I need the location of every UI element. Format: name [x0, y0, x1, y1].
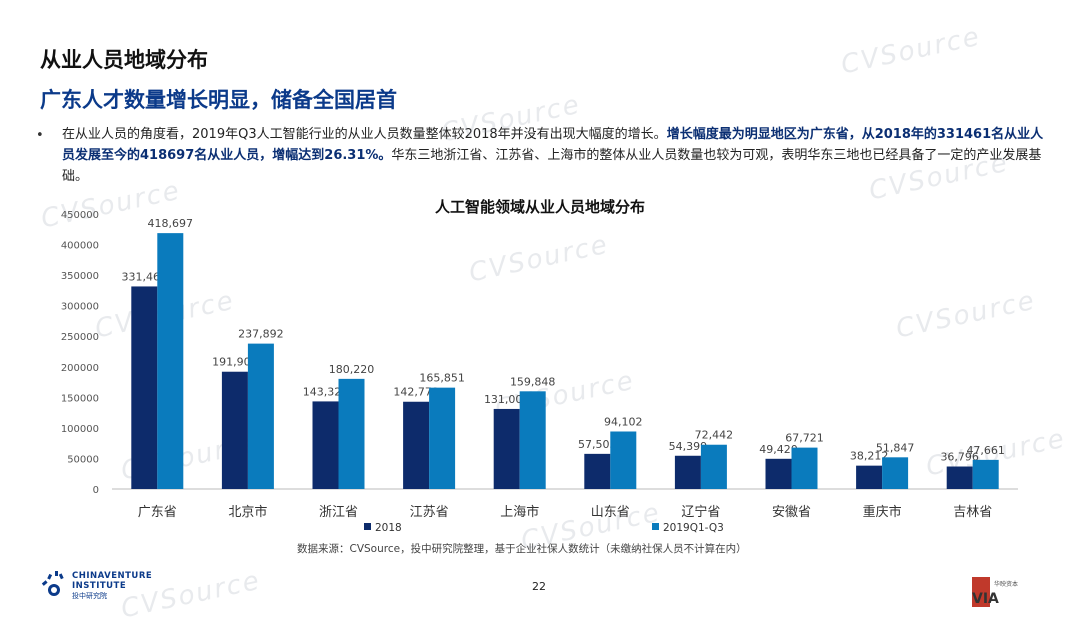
chinaventure-logo: CHINAVENTURE INSTITUTE 投中研究院: [40, 570, 200, 600]
bar: [882, 457, 909, 489]
x-tick-label: 重庆市: [863, 504, 902, 520]
summary-highlight: 增长幅度最为明显地区为广东省，从2018年的331461名从业人员发展至今的41…: [62, 127, 1044, 163]
bar-chart: 0 50000 100000 150000 200000 250000 300000 3500…: [61, 210, 1018, 534]
bar: [338, 378, 365, 489]
x-tick-label: 上海市: [500, 504, 539, 520]
y-tick-label: 150000: [61, 393, 99, 404]
data-label: 36,796: [940, 451, 979, 464]
bar: [765, 458, 792, 489]
legend-swatch: [652, 523, 659, 530]
data-label: 418,697: [148, 217, 194, 230]
summary-paragraph: 在从业人员的角度看，2019年Q3人工智能行业的从业人员数量整体较2018年并没…: [62, 124, 1047, 187]
data-label: 57,503: [578, 438, 617, 451]
via-red-block: [972, 577, 990, 607]
chinaventure-logo-icon: [41, 571, 64, 596]
bar: [610, 431, 637, 489]
data-label: 94,102: [604, 415, 643, 428]
bar: [674, 455, 701, 489]
bar: [247, 343, 274, 489]
y-tick-label: 0: [93, 485, 99, 496]
data-label: 51,847: [876, 441, 915, 454]
logo-text-line1: CHINAVENTURE: [72, 571, 153, 581]
data-label: 67,721: [785, 432, 824, 445]
y-tick-label: 50000: [67, 454, 99, 465]
bar: [493, 408, 520, 489]
data-label: 165,851: [419, 372, 465, 385]
bar: [131, 286, 158, 489]
data-label: 38,212: [850, 450, 889, 463]
bar: [972, 459, 999, 489]
data-label: 47,661: [966, 444, 1005, 457]
logo-text-line2: INSTITUTE: [72, 581, 127, 591]
x-tick-label: 北京市: [228, 504, 267, 520]
legend-label: 2019Q1-Q3: [663, 522, 724, 534]
data-label: 72,442: [695, 429, 734, 442]
bar: [856, 465, 883, 489]
y-tick-label: 350000: [61, 271, 99, 282]
data-label: 159,848: [510, 375, 556, 388]
via-corner-text: 华映资本: [994, 581, 1019, 588]
page-title: 从业人员地域分布: [40, 48, 208, 72]
bar: [946, 466, 973, 489]
bar: [519, 391, 546, 489]
logo-text-line3: 投中研究院: [72, 592, 107, 600]
data-label: 142,779: [393, 386, 439, 399]
bar: [791, 447, 818, 489]
page-subtitle: 广东人才数量增长明显，储备全国居首: [40, 88, 397, 112]
bar: [429, 387, 456, 489]
data-label: 180,220: [329, 363, 375, 376]
x-tick-label: 安徽省: [772, 505, 811, 520]
y-tick-label: 300000: [61, 302, 99, 313]
data-label: 331,461: [122, 270, 168, 283]
y-tick-label: 200000: [61, 363, 99, 374]
via-text: VIA: [972, 591, 999, 607]
data-label: 49,420: [759, 443, 798, 456]
legend-swatch: [364, 523, 371, 530]
bullet-marker: •: [36, 128, 44, 143]
y-tick-label: 100000: [61, 424, 99, 435]
x-tick-label: 吉林省: [953, 505, 992, 520]
x-tick-label: 浙江省: [319, 505, 358, 520]
bar: [312, 401, 339, 489]
bar: [221, 371, 248, 489]
data-label: 237,892: [238, 328, 284, 341]
x-tick-label: 广东省: [138, 505, 177, 520]
legend-label: 2018: [375, 522, 402, 534]
summary-text-2: 华东三地浙江省、江苏省、上海市的整体从业人员数量也较为可观，表明华东三地也已经具…: [62, 148, 1042, 184]
bar: [700, 444, 727, 489]
data-label: 143,328: [303, 385, 349, 398]
y-tick-label: 250000: [61, 332, 99, 343]
via-capital-logo: 华映资本 VIA: [972, 577, 1080, 607]
bar: [403, 401, 430, 489]
y-tick-label: 450000: [61, 210, 99, 221]
summary-text-1: 在从业人员的角度看，2019年Q3人工智能行业的从业人员数量整体较2018年并没…: [62, 127, 667, 142]
bar: [157, 233, 184, 489]
chart-title: 人工智能领域从业人员地域分布: [434, 198, 645, 216]
data-label: 191,906: [212, 356, 258, 369]
x-tick-label: 江苏省: [410, 504, 449, 520]
data-label: 54,399: [669, 440, 708, 453]
y-tick-label: 400000: [61, 241, 99, 252]
data-label: 131,003: [484, 393, 530, 406]
bar: [584, 453, 611, 489]
page-number: 22: [532, 580, 546, 593]
x-tick-label: 山东省: [591, 505, 630, 520]
x-tick-label: 辽宁省: [681, 504, 720, 520]
data-source-note: 数据来源：CVSource，投中研究院整理，基于企业社保人数统计（未缴纳社保人员…: [297, 543, 747, 555]
